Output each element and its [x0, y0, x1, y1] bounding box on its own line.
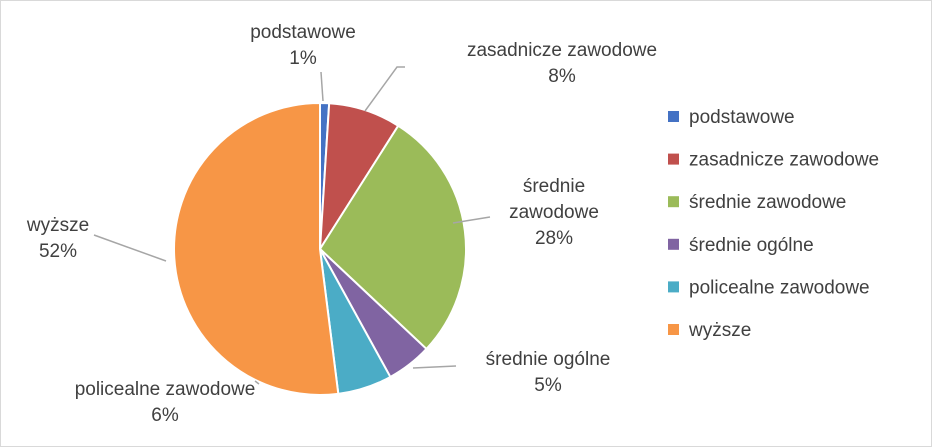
- legend-item-podstawowe: podstawowe: [668, 107, 795, 128]
- legend-item-zasadnicze-zawodowe: zasadnicze zawodowe: [668, 150, 879, 171]
- legend-swatch: [668, 196, 679, 208]
- legend-label: podstawowe: [689, 107, 795, 128]
- leader-lines: [93, 66, 491, 385]
- legend-swatch: [668, 281, 679, 293]
- legend-label: zasadnicze zawodowe: [689, 150, 879, 171]
- data-label-srednie-zawodowe: średnie zawodowe 28%: [509, 176, 599, 249]
- legend-label: wyższe: [688, 320, 751, 341]
- leader-line-policealne-zawodowe: [254, 380, 260, 385]
- data-label-policealne-zawodowe: policealne zawodowe 6%: [75, 379, 256, 426]
- pie-slice-wyzsze: [173, 101, 340, 396]
- data-label-zasadnicze-zawodowe: zasadnicze zawodowe 8%: [467, 40, 657, 87]
- legend-swatch: [668, 324, 679, 335]
- legend-label: policealne zawodowe: [689, 277, 870, 298]
- legend-item-policealne-zawodowe: policealne zawodowe: [668, 277, 870, 298]
- legend-label: średnie zawodowe: [689, 192, 846, 213]
- data-labels: podstawowe 1% zasadnicze zawodowe 8% średnie…: [26, 22, 657, 426]
- legend-item-srednie-ogolne: średnie ogólne: [668, 235, 814, 256]
- legend-swatch: [668, 153, 679, 165]
- leader-line-zasadnicze-zawodowe: [364, 66, 405, 112]
- leader-line-wyzsze: [93, 234, 167, 262]
- legend-swatch: [668, 238, 679, 250]
- data-label-srednie-ogolne: średnie ogólne 5%: [486, 349, 611, 396]
- data-label-podstawowe: podstawowe 1%: [250, 22, 356, 69]
- leader-line-srednie-ogolne: [412, 365, 457, 369]
- legend-swatch: [668, 111, 679, 122]
- data-label-wyzsze: wyższe 52%: [26, 215, 89, 262]
- legend-item-srednie-zawodowe: średnie zawodowe: [668, 192, 846, 213]
- leader-line-srednie-zawodowe: [452, 216, 491, 224]
- legend-label: średnie ogólne: [689, 235, 814, 256]
- legend-item-wyzsze: wyższe: [668, 320, 751, 341]
- leader-line-podstawowe: [320, 71, 324, 102]
- legend: podstawowe zasadnicze zawodowe średnie zaw…: [668, 107, 879, 341]
- pie-slice-srednie-zawodowe: [318, 124, 467, 351]
- pie-slices: [173, 101, 467, 396]
